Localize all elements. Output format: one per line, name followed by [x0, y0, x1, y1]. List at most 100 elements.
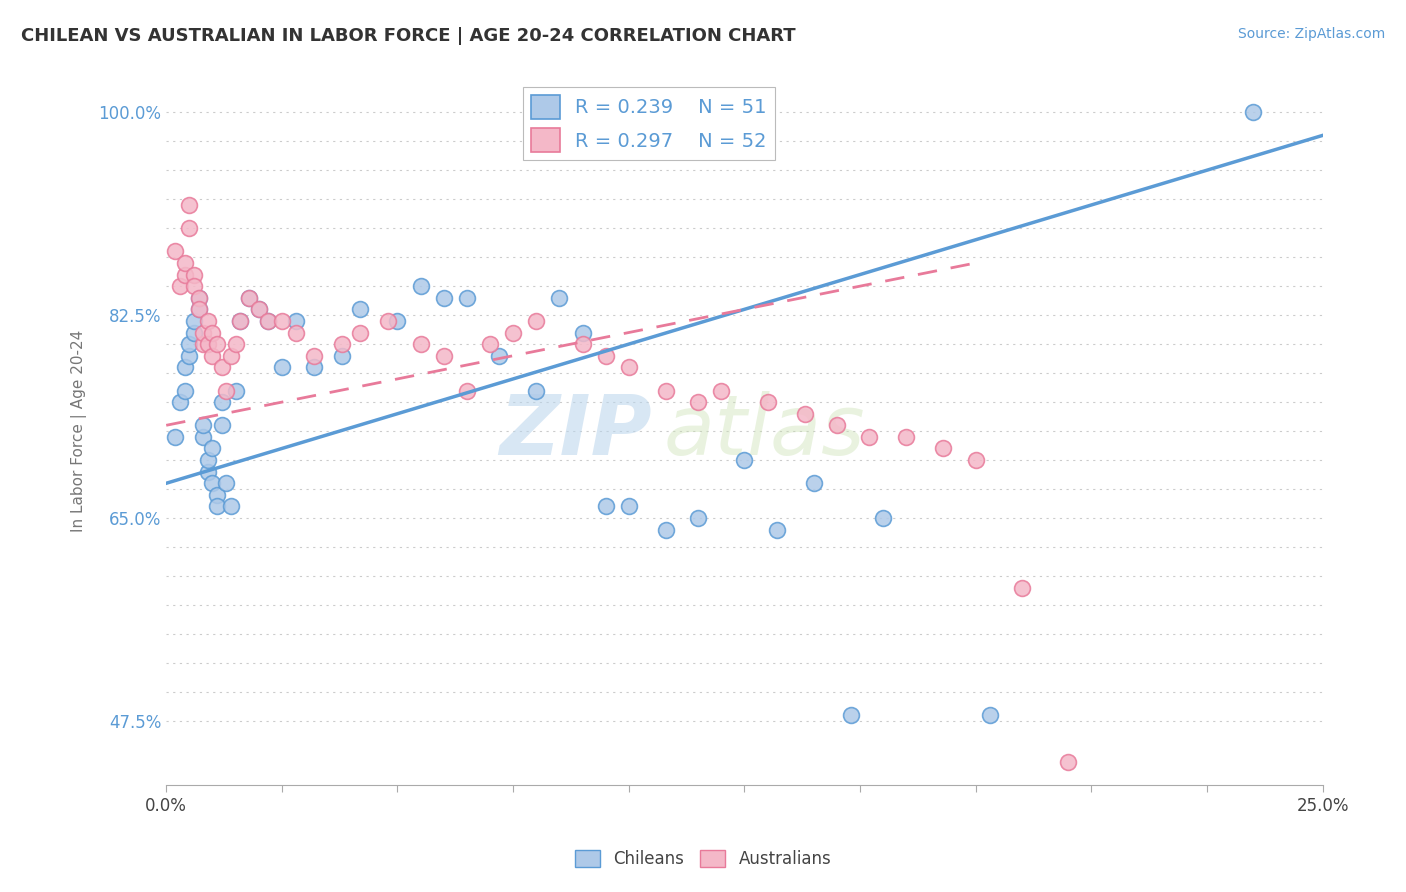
- Point: [197, 337, 219, 351]
- Point: [229, 314, 252, 328]
- Point: [225, 384, 247, 398]
- Text: ZIP: ZIP: [499, 391, 652, 472]
- Point: [165, 430, 187, 444]
- Point: [247, 302, 270, 317]
- Point: [187, 291, 209, 305]
- Text: CHILEAN VS AUSTRALIAN IN LABOR FORCE | AGE 20-24 CORRELATION CHART: CHILEAN VS AUSTRALIAN IN LABOR FORCE | A…: [21, 27, 796, 45]
- Point: [688, 511, 710, 525]
- Point: [710, 384, 733, 398]
- Point: [765, 523, 787, 537]
- Point: [211, 418, 233, 433]
- Point: [187, 302, 209, 317]
- Point: [858, 430, 880, 444]
- Text: atlas: atlas: [664, 391, 865, 472]
- Point: [377, 314, 399, 328]
- Point: [524, 314, 547, 328]
- Point: [302, 360, 325, 375]
- Point: [733, 453, 755, 467]
- Point: [183, 279, 205, 293]
- Point: [1241, 105, 1264, 120]
- Point: [247, 302, 270, 317]
- Point: [219, 349, 242, 363]
- Point: [201, 476, 224, 491]
- Point: [201, 349, 224, 363]
- Point: [979, 708, 1001, 723]
- Point: [205, 337, 228, 351]
- Point: [215, 384, 238, 398]
- Point: [330, 349, 353, 363]
- Point: [803, 476, 825, 491]
- Point: [173, 268, 195, 282]
- Point: [201, 326, 224, 340]
- Point: [456, 384, 478, 398]
- Point: [1057, 755, 1080, 769]
- Point: [965, 453, 987, 467]
- Point: [197, 453, 219, 467]
- Point: [270, 314, 292, 328]
- Point: [571, 326, 593, 340]
- Text: Source: ZipAtlas.com: Source: ZipAtlas.com: [1237, 27, 1385, 41]
- Point: [571, 337, 593, 351]
- Point: [479, 337, 502, 351]
- Point: [179, 221, 201, 235]
- Point: [229, 314, 252, 328]
- Point: [183, 314, 205, 328]
- Point: [270, 360, 292, 375]
- Point: [387, 314, 409, 328]
- Point: [197, 314, 219, 328]
- Point: [225, 337, 247, 351]
- Point: [205, 500, 228, 514]
- Point: [257, 314, 280, 328]
- Point: [839, 708, 862, 723]
- Point: [193, 430, 215, 444]
- Point: [932, 442, 955, 456]
- Point: [169, 395, 191, 409]
- Point: [433, 349, 456, 363]
- Point: [655, 523, 678, 537]
- Point: [187, 302, 209, 317]
- Point: [238, 291, 260, 305]
- Point: [655, 384, 678, 398]
- Point: [330, 337, 353, 351]
- Point: [193, 337, 215, 351]
- Point: [183, 268, 205, 282]
- Point: [284, 326, 307, 340]
- Point: [793, 407, 815, 421]
- Point: [165, 244, 187, 259]
- Point: [488, 349, 510, 363]
- Point: [219, 500, 242, 514]
- Point: [179, 337, 201, 351]
- Point: [257, 314, 280, 328]
- Point: [211, 395, 233, 409]
- Point: [302, 349, 325, 363]
- Point: [183, 326, 205, 340]
- Point: [205, 488, 228, 502]
- Y-axis label: In Labor Force | Age 20-24: In Labor Force | Age 20-24: [72, 330, 87, 533]
- Point: [524, 384, 547, 398]
- Point: [211, 360, 233, 375]
- Point: [284, 314, 307, 328]
- Point: [548, 291, 571, 305]
- Point: [896, 430, 918, 444]
- Point: [409, 337, 432, 351]
- Point: [502, 326, 524, 340]
- Point: [173, 384, 195, 398]
- Point: [409, 279, 432, 293]
- Point: [169, 279, 191, 293]
- Point: [238, 291, 260, 305]
- Point: [173, 360, 195, 375]
- Point: [179, 349, 201, 363]
- Point: [173, 256, 195, 270]
- Point: [193, 326, 215, 340]
- Point: [349, 326, 371, 340]
- Legend: Chileans, Australians: Chileans, Australians: [568, 843, 838, 875]
- Point: [197, 465, 219, 479]
- Point: [617, 500, 640, 514]
- Point: [433, 291, 456, 305]
- Point: [756, 395, 779, 409]
- Point: [1011, 581, 1033, 595]
- Point: [872, 511, 894, 525]
- Legend: R = 0.239    N = 51, R = 0.297    N = 52: R = 0.239 N = 51, R = 0.297 N = 52: [523, 87, 775, 160]
- Point: [187, 291, 209, 305]
- Point: [456, 291, 478, 305]
